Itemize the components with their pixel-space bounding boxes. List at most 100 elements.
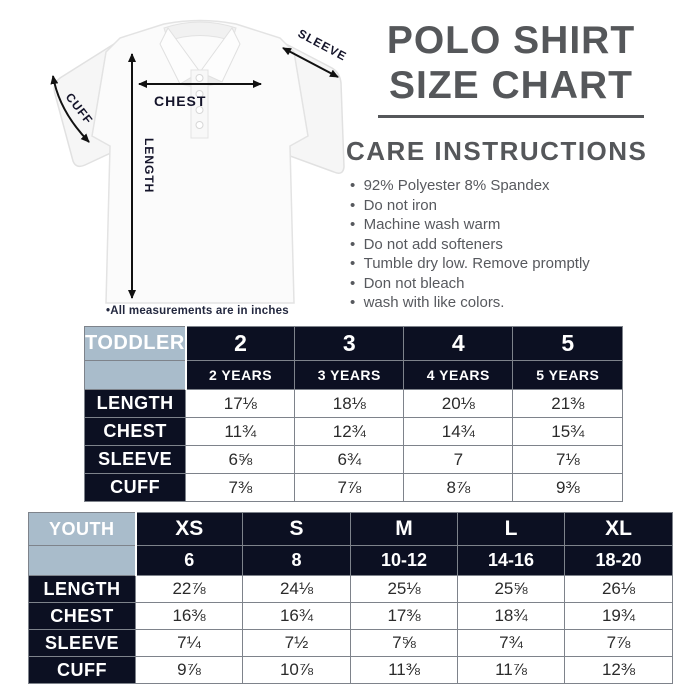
sleeve-arrow [282, 47, 339, 78]
measurement-cell: 7½ [242, 629, 351, 657]
measurement-cell: 10⅞ [242, 656, 351, 684]
size-header: 5 [512, 326, 624, 361]
youth-group-spacer [28, 545, 137, 576]
polo-shirt-diagram: CHEST LENGTH CUFF SLEEVE [50, 19, 349, 304]
size-header: XL [564, 512, 673, 546]
table-row: CUFF 7⅜ 7⅞ 8⅞ 9⅜ [83, 473, 624, 502]
page-title-line2: SIZE CHART [389, 64, 633, 107]
measurement-cell: 11¾ [185, 417, 296, 446]
measurement-cell: 7⅜ [185, 473, 296, 502]
table-row: LENGTH 22⅞ 24⅛ 25⅛ 25⅝ 26⅛ [28, 575, 673, 603]
measurement-cell: 22⅞ [135, 575, 243, 603]
row-label: CUFF [83, 473, 187, 502]
care-item: Do not iron [350, 196, 590, 216]
youth-size-table: YOUTH XS S M L XL 6 8 10-12 14-16 18-20 … [28, 512, 673, 684]
row-label: CHEST [83, 417, 187, 446]
age-header: 14-16 [457, 545, 565, 576]
toddler-group-label: TODDLER [83, 326, 187, 361]
age-header: 6 [135, 545, 243, 576]
measurement-cell: 6¾ [294, 445, 405, 474]
toddler-size-table: TODDLER 2 3 4 5 2 YEARS 3 YEARS 4 YEARS … [83, 326, 624, 502]
measurement-cell: 24⅛ [242, 575, 351, 603]
title-underline [378, 115, 644, 118]
measurement-cell: 17⅜ [350, 602, 458, 630]
measurement-cell: 18¾ [457, 602, 565, 630]
measurement-cell: 18⅛ [294, 389, 405, 418]
measurement-cell: 16⅜ [135, 602, 243, 630]
table-row: CHEST 16⅜ 16¾ 17⅜ 18¾ 19¾ [28, 602, 673, 630]
measurements-note: •All measurements are in inches [106, 305, 289, 317]
chest-label: CHEST [154, 93, 206, 109]
care-item: Do not add softeners [350, 235, 590, 255]
row-label: CHEST [28, 602, 136, 630]
table-row: SLEEVE 6⅝ 6¾ 7 7⅛ [83, 445, 624, 474]
care-instructions-list: 92% Polyester 8% Spandex Do not iron Mac… [350, 176, 590, 313]
table-row: CUFF 9⅞ 10⅞ 11⅜ 11⅞ 12⅜ [28, 656, 673, 684]
measurement-cell: 20⅛ [403, 389, 514, 418]
row-label: CUFF [28, 656, 136, 684]
measurement-cell: 12¾ [294, 417, 405, 446]
measurement-cell: 6⅝ [185, 445, 296, 474]
age-header: 4 YEARS [403, 360, 514, 390]
measurement-cell: 9⅜ [512, 473, 624, 502]
page-title: POLO SHIRT SIZE CHART [348, 18, 674, 118]
care-item: 92% Polyester 8% Spandex [350, 176, 590, 196]
measurement-cell: 15¾ [512, 417, 624, 446]
measurement-cell: 9⅞ [135, 656, 243, 684]
care-item: wash with like colors. [350, 293, 590, 313]
size-header: XS [135, 512, 243, 546]
age-header: 5 YEARS [512, 360, 624, 390]
age-header: 8 [242, 545, 351, 576]
age-header: 10-12 [350, 545, 458, 576]
size-header: 4 [403, 326, 514, 361]
measurement-cell: 7¼ [135, 629, 243, 657]
row-label: LENGTH [28, 575, 136, 603]
shirt-button [195, 121, 204, 129]
table-row: SLEEVE 7¼ 7½ 7⅝ 7¾ 7⅞ [28, 629, 673, 657]
page-title-line1: POLO SHIRT [386, 19, 636, 62]
size-header: 2 [185, 326, 296, 361]
care-item: Machine wash warm [350, 215, 590, 235]
measurement-cell: 25⅝ [457, 575, 565, 603]
size-header: M [350, 512, 458, 546]
age-header: 2 YEARS [185, 360, 296, 390]
table-row: LENGTH 17⅛ 18⅛ 20⅛ 21⅜ [83, 389, 624, 418]
row-label: LENGTH [83, 389, 187, 418]
measurement-cell: 11⅜ [350, 656, 458, 684]
measurement-cell: 26⅛ [564, 575, 673, 603]
measurement-cell: 25⅛ [350, 575, 458, 603]
size-header: 3 [294, 326, 405, 361]
youth-group-label: YOUTH [28, 512, 137, 546]
shirt-button [195, 106, 204, 114]
measurement-cell: 7⅝ [350, 629, 458, 657]
measurement-cell: 12⅜ [564, 656, 673, 684]
measurement-cell: 17⅛ [185, 389, 296, 418]
age-header: 3 YEARS [294, 360, 405, 390]
care-item: Don not bleach [350, 274, 590, 294]
length-label: LENGTH [142, 138, 156, 193]
age-header: 18-20 [564, 545, 673, 576]
measurement-cell: 7⅞ [564, 629, 673, 657]
measurement-cell: 7⅞ [294, 473, 405, 502]
measurement-cell: 7 [403, 445, 514, 474]
size-header: L [457, 512, 565, 546]
measurement-cell: 14¾ [403, 417, 514, 446]
cuff-arrow [50, 75, 90, 143]
care-item: Tumble dry low. Remove promptly [350, 254, 590, 274]
shirt-body [91, 19, 309, 304]
table-row: CHEST 11¾ 12¾ 14¾ 15¾ [83, 417, 624, 446]
shirt-button [195, 74, 204, 82]
care-instructions-heading: CARE INSTRUCTIONS [346, 136, 648, 166]
measurement-cell: 19¾ [564, 602, 673, 630]
measurement-cell: 21⅜ [512, 389, 624, 418]
measurement-cell: 7⅛ [512, 445, 624, 474]
measurement-cell: 11⅞ [457, 656, 565, 684]
row-label: SLEEVE [83, 445, 187, 474]
toddler-group-spacer [83, 360, 187, 390]
measurement-cell: 16¾ [242, 602, 351, 630]
row-label: SLEEVE [28, 629, 136, 657]
measurement-cell: 7¾ [457, 629, 565, 657]
size-header: S [242, 512, 351, 546]
shirt-button [195, 90, 204, 98]
